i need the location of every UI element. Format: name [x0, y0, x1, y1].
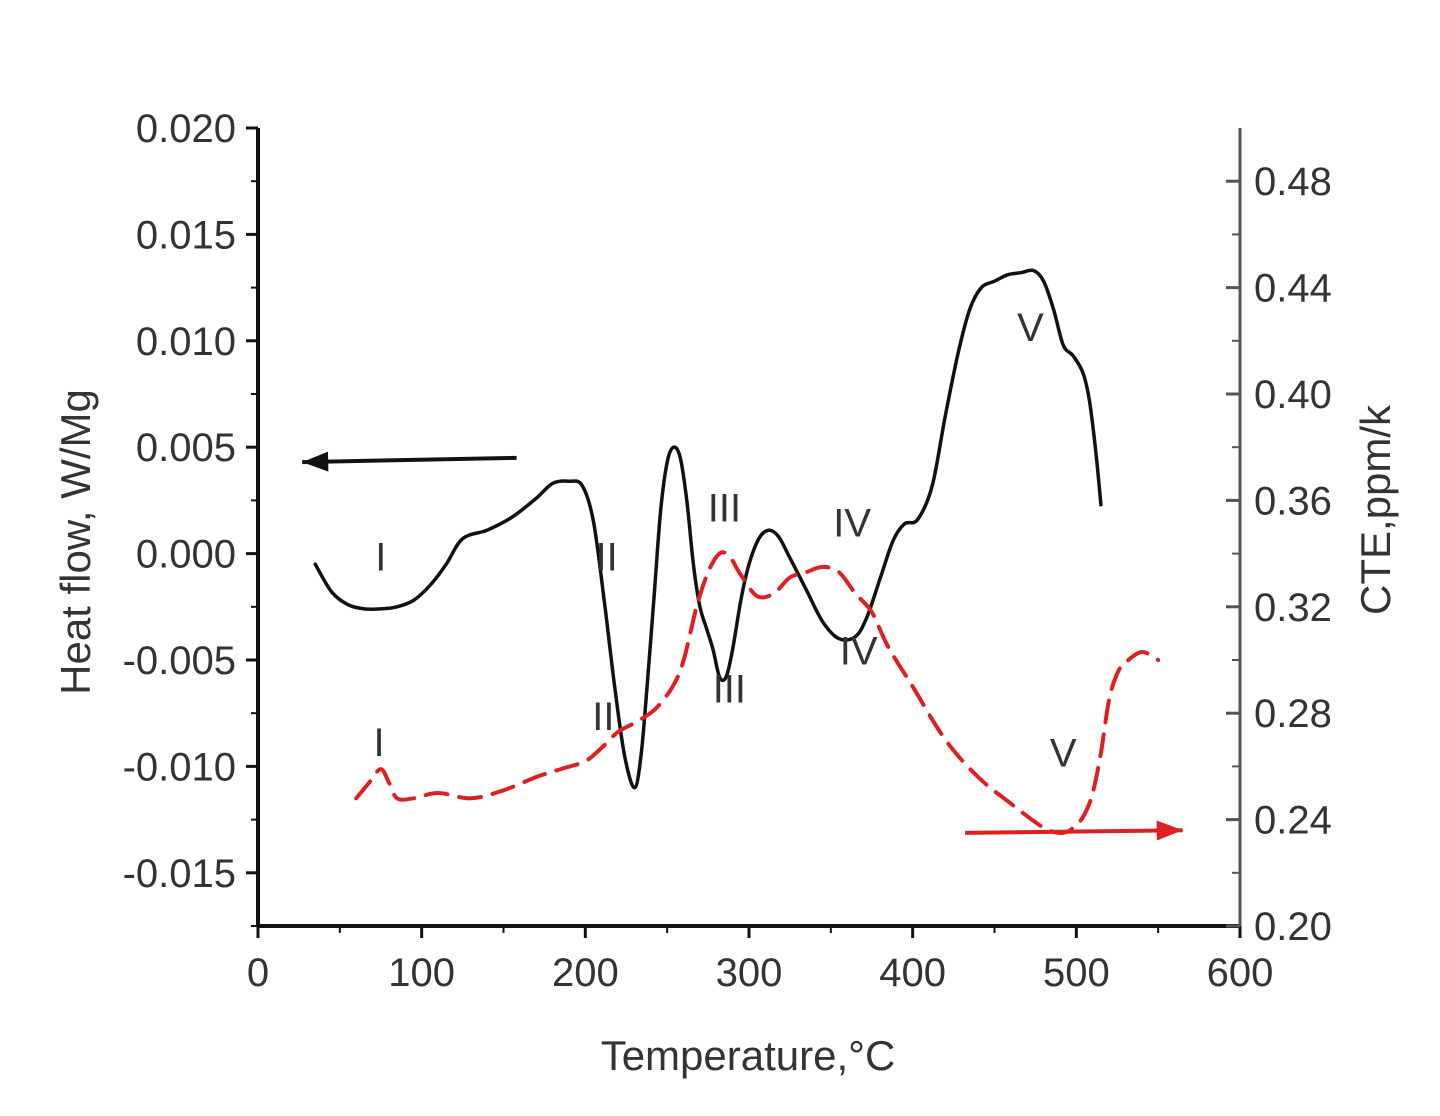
x-axis-title: Temperature,°C — [601, 1032, 896, 1079]
y-left-tick-label: -0.005 — [123, 639, 236, 683]
peak-annotation: II — [595, 536, 617, 580]
axes-group: 0 100 200 300 400 500 600 0.020 0.015 0.010 0.005 0… — [123, 107, 1332, 995]
y-right-tick-label: 0.24 — [1254, 799, 1332, 843]
x-tick-label: 400 — [879, 951, 946, 995]
cte-series-line — [354, 550, 1161, 835]
x-tick-label: 0 — [247, 951, 269, 995]
y-left-tick-label: -0.015 — [123, 852, 236, 896]
y-right-tick-label: 0.28 — [1254, 692, 1332, 736]
x-tick-label: 100 — [388, 951, 455, 995]
peak-annotation: III — [713, 668, 746, 712]
y-left-tick-label: 0.015 — [136, 213, 236, 257]
series-layer — [302, 268, 1183, 841]
peak-annotation: III — [708, 487, 741, 531]
peak-annotation: V — [1017, 306, 1044, 350]
peak-annotation: V — [1050, 731, 1077, 775]
x-tick-label: 500 — [1043, 951, 1110, 995]
y-right-tick-label: 0.40 — [1254, 373, 1332, 417]
arrow-head — [1156, 820, 1183, 841]
y-right-tick-label: 0.32 — [1254, 586, 1332, 630]
y-left-axis-title: Heat flow, W/Mg — [52, 389, 99, 695]
peak-annotation: II — [592, 695, 614, 739]
x-tick-label: 600 — [1207, 951, 1274, 995]
y-right-tick-label: 0.20 — [1254, 905, 1332, 949]
heat-flow-series-line — [313, 268, 1103, 790]
y-left-tick-label: 0.010 — [136, 320, 236, 364]
arrow-head — [302, 451, 329, 472]
y-right-tick-label: 0.36 — [1254, 479, 1332, 523]
y-right-tick-label: 0.48 — [1254, 160, 1332, 204]
peak-annotation: I — [375, 536, 386, 580]
y-right-tick-label: 0.44 — [1254, 267, 1332, 311]
y-left-tick-label: 0.000 — [136, 533, 236, 577]
y-right-axis-title: CTE,ppm/k — [1352, 404, 1399, 615]
x-tick-label: 300 — [716, 951, 783, 995]
cte-axis-arrow — [965, 828, 1183, 835]
peak-annotation: IV — [840, 629, 878, 673]
heat-flow-axis-arrow — [302, 455, 517, 465]
peak-annotation: IV — [833, 502, 871, 546]
y-left-tick-label: -0.010 — [123, 745, 236, 789]
y-left-tick-label: 0.005 — [136, 426, 236, 470]
x-tick-label: 200 — [552, 951, 619, 995]
y-left-tick-label: 0.020 — [136, 107, 236, 151]
peak-annotation: I — [374, 721, 385, 765]
